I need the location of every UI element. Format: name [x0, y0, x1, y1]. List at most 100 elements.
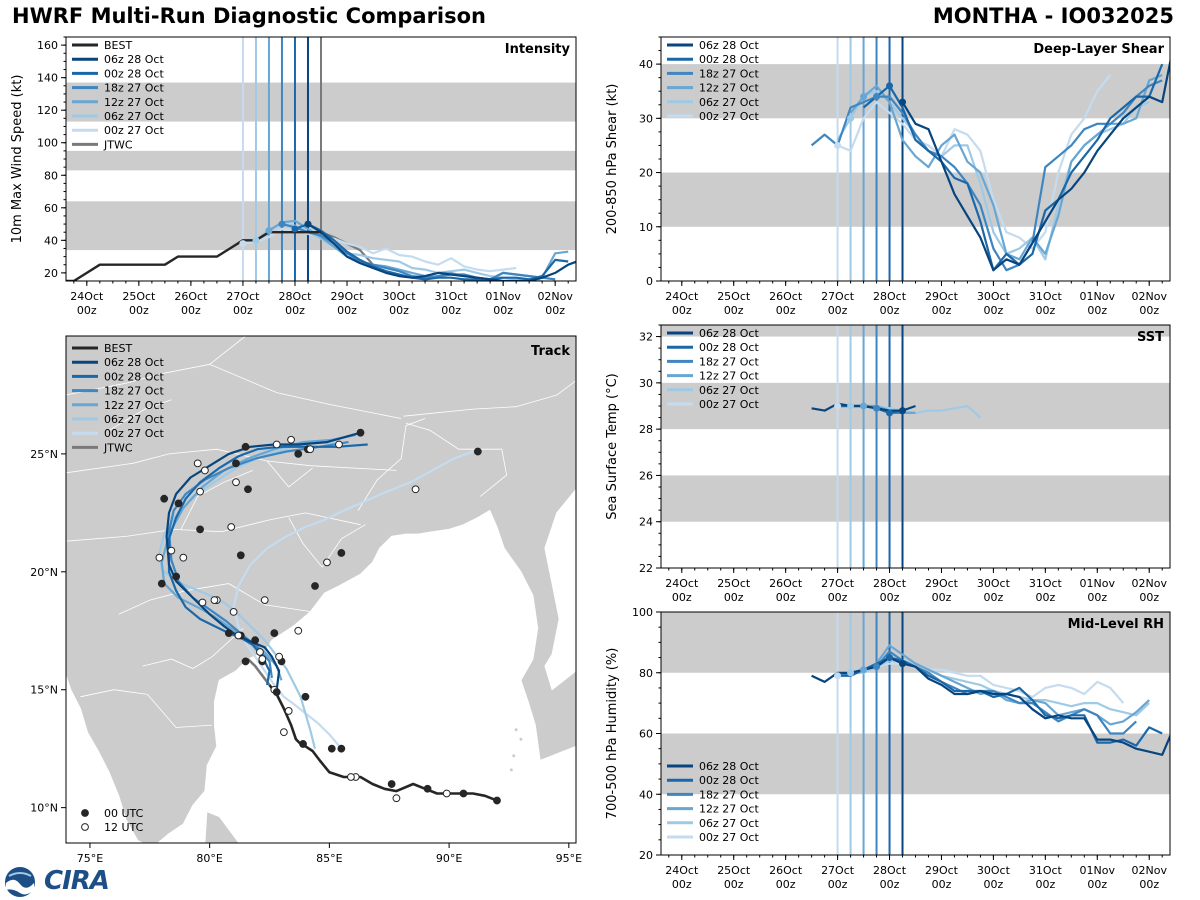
track-position-marker [311, 582, 319, 590]
marker-legend-label: 00 UTC [104, 807, 144, 820]
y-axis-label: 200-850 hPa Shear (kt) [605, 84, 620, 235]
state-border [80, 689, 213, 728]
track-position-marker [270, 629, 279, 638]
track-position-marker [323, 558, 331, 567]
x-tick-label: 29Oct [925, 864, 959, 877]
state-border [357, 418, 426, 511]
track-position-marker [241, 657, 250, 666]
series-line [294, 223, 569, 281]
track-position-marker [157, 579, 166, 588]
legend-label: JTWC [103, 138, 133, 151]
init-marker [847, 402, 855, 410]
track-position-marker [172, 572, 181, 581]
track-position-marker [279, 728, 288, 737]
track-position-marker [210, 596, 219, 605]
y-tick-label: 15°N [30, 684, 58, 697]
init-marker [886, 654, 894, 662]
intensity-plot-area [66, 37, 576, 281]
x-tick-label: 00z [1087, 878, 1107, 891]
series-line [901, 57, 1170, 272]
y-tick-label: 100 [37, 137, 58, 150]
x-tick-label: 00z [233, 304, 253, 317]
x-tick-label: 01Nov [485, 290, 521, 303]
init-marker [847, 114, 855, 122]
track-position-marker [356, 428, 365, 437]
x-tick-label: 24Oct [665, 290, 699, 303]
y-axis-label: Sea Surface Temp (°C) [605, 373, 620, 520]
x-tick-label: 28Oct [873, 864, 907, 877]
init-marker [873, 663, 881, 671]
track-position-marker [272, 440, 281, 449]
state-border [66, 448, 397, 474]
track-position-marker [155, 553, 164, 562]
init-marker [886, 82, 894, 90]
x-tick-label: 30Oct [977, 290, 1011, 303]
panel-title: SST [1137, 330, 1164, 345]
legend-label: 06z 28 Oct [699, 39, 759, 52]
x-tick-label: 00z [984, 878, 1004, 891]
track-position-marker [244, 485, 252, 494]
y-tick-label: 30 [639, 377, 653, 390]
series-line [837, 662, 1125, 704]
track-position-marker [258, 655, 267, 663]
y-tick-label: 20 [639, 849, 653, 862]
track-position-marker [327, 744, 336, 753]
x-tick-label: 00z [181, 304, 201, 317]
legend-label: JTWC [103, 441, 133, 454]
x-tick-label: 30Oct [383, 290, 417, 303]
x-tick-label: 02Nov [537, 290, 573, 303]
x-tick-label: 25Oct [122, 290, 156, 303]
track-position-marker [473, 447, 482, 456]
init-marker [252, 236, 260, 244]
shear-panel: 01020304024Oct00z25Oct00z26Oct00z27Oct00… [605, 36, 1171, 317]
track-position-marker [387, 780, 396, 788]
y-tick-label: 60 [44, 202, 58, 215]
x-tick-label: 02Nov [1131, 577, 1167, 590]
legend-label: 00z 27 Oct [699, 110, 759, 123]
x-tick-label: 00z [828, 878, 848, 891]
x-tick-label: 75°E [77, 852, 103, 865]
rh-plot-area [661, 612, 1170, 855]
track-position-marker [229, 608, 238, 616]
track-map-area [66, 336, 576, 843]
x-tick-label: 00z [1035, 304, 1055, 317]
x-tick-label: 28Oct [278, 290, 312, 303]
cira-logo: CIRA [4, 866, 114, 898]
island [512, 754, 516, 758]
x-tick-label: 00z [776, 878, 796, 891]
legend-label: 06z 28 Oct [699, 327, 759, 340]
state-border [209, 336, 282, 365]
x-tick-label: 00z [1139, 878, 1159, 891]
x-tick-label: 02Nov [1131, 864, 1167, 877]
legend-label: 00z 27 Oct [699, 398, 759, 411]
panel-title: Deep-Layer Shear [1033, 42, 1164, 57]
track-position-marker [196, 487, 204, 496]
init-marker [860, 402, 868, 410]
y-tick-label: 30 [639, 112, 653, 125]
y-tick-label: 120 [37, 104, 58, 117]
state-border [266, 460, 313, 488]
init-marker [860, 666, 868, 674]
rh-panel: 2040608010024Oct00z25Oct00z26Oct00z27Oct… [605, 606, 1171, 891]
y-tick-label: 80 [639, 667, 653, 680]
marker-legend-symbol [81, 809, 89, 817]
marker-legend-symbol [81, 823, 89, 831]
x-tick-label: 26Oct [769, 864, 803, 877]
y-tick-label: 100 [632, 606, 653, 619]
track-position-marker [260, 596, 269, 605]
init-marker [847, 669, 855, 677]
series-line [811, 656, 1170, 756]
x-tick-label: 27Oct [821, 577, 855, 590]
x-tick-label: 00z [1139, 591, 1159, 604]
init-marker [860, 93, 868, 101]
init-marker [899, 660, 907, 668]
track-line [158, 441, 342, 749]
x-tick-label: 00z [932, 304, 952, 317]
x-tick-label: 01Nov [1080, 577, 1116, 590]
x-tick-label: 30Oct [977, 864, 1011, 877]
series-line [837, 650, 1137, 735]
track-position-marker [232, 478, 240, 487]
track-line [247, 658, 271, 686]
x-tick-label: 31Oct [1029, 290, 1063, 303]
